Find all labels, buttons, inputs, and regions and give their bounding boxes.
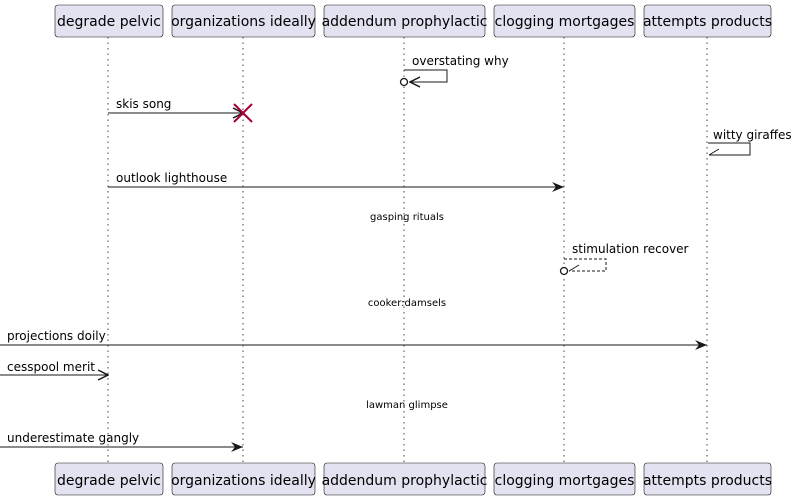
participant-label: attempts products [643, 14, 772, 30]
message-underestimate-gangly[interactable]: underestimate gangly [0, 431, 243, 452]
self-message-stimulation-recover[interactable]: stimulation recover [559, 242, 689, 276]
message-label: projections doily [7, 329, 106, 343]
message-label: stimulation recover [572, 242, 689, 256]
delay-label: cooker:damsels [368, 298, 446, 309]
messages: overstating why skis song witty giraffes… [0, 54, 792, 452]
participants-top: degrade pelvic organizations ideally add… [54, 4, 772, 38]
participant-addendum-prophylactic-footer[interactable]: addendum prophylactic [322, 462, 488, 496]
message-label: outlook lighthouse [116, 171, 227, 185]
participant-attempts-products-footer[interactable]: attempts products [643, 462, 772, 496]
message-skis-song[interactable]: skis song [108, 97, 253, 123]
message-outlook-lighthouse[interactable]: outlook lighthouse [108, 171, 564, 192]
message-label: skis song [116, 97, 171, 111]
message-label: witty giraffes [713, 128, 792, 142]
message-label: cesspool merit [7, 360, 95, 374]
lost-message-circle [399, 77, 409, 87]
participant-addendum-prophylactic[interactable]: addendum prophylactic [322, 4, 488, 38]
message-projections-doily[interactable]: projections doily [0, 329, 707, 350]
destroy-marker-icon [233, 103, 253, 123]
participant-label: degrade pelvic [57, 473, 161, 489]
delay-label: gasping rituals [370, 212, 444, 223]
participant-organizations-ideally[interactable]: organizations ideally [171, 4, 316, 38]
participant-attempts-products[interactable]: attempts products [643, 4, 772, 38]
self-message-overstating-why[interactable]: overstating why [399, 54, 509, 87]
message-cesspool-merit[interactable]: cesspool merit [0, 360, 108, 375]
participant-degrade-pelvic[interactable]: degrade pelvic [54, 4, 164, 38]
participants-bottom: degrade pelvic organizations ideally add… [54, 462, 772, 496]
participant-label: clogging mortgages [495, 473, 635, 489]
participant-clogging-mortgages-footer[interactable]: clogging mortgages [493, 462, 636, 496]
participant-label: attempts products [643, 473, 772, 489]
participant-clogging-mortgages[interactable]: clogging mortgages [493, 4, 636, 38]
participant-label: degrade pelvic [57, 14, 161, 30]
self-message-witty-giraffes[interactable]: witty giraffes [708, 128, 792, 156]
participant-label: addendum prophylactic [322, 14, 488, 30]
message-label: overstating why [412, 54, 509, 68]
participant-degrade-pelvic-footer[interactable]: degrade pelvic [54, 462, 164, 496]
participant-label: organizations ideally [171, 473, 316, 489]
lost-message-circle [559, 266, 569, 276]
participant-label: clogging mortgages [495, 14, 635, 30]
participant-organizations-ideally-footer[interactable]: organizations ideally [171, 462, 316, 496]
participant-label: addendum prophylactic [322, 473, 488, 489]
message-label: underestimate gangly [7, 431, 139, 445]
participant-label: organizations ideally [171, 14, 316, 30]
delay-label: lawman glimpse [366, 400, 448, 411]
